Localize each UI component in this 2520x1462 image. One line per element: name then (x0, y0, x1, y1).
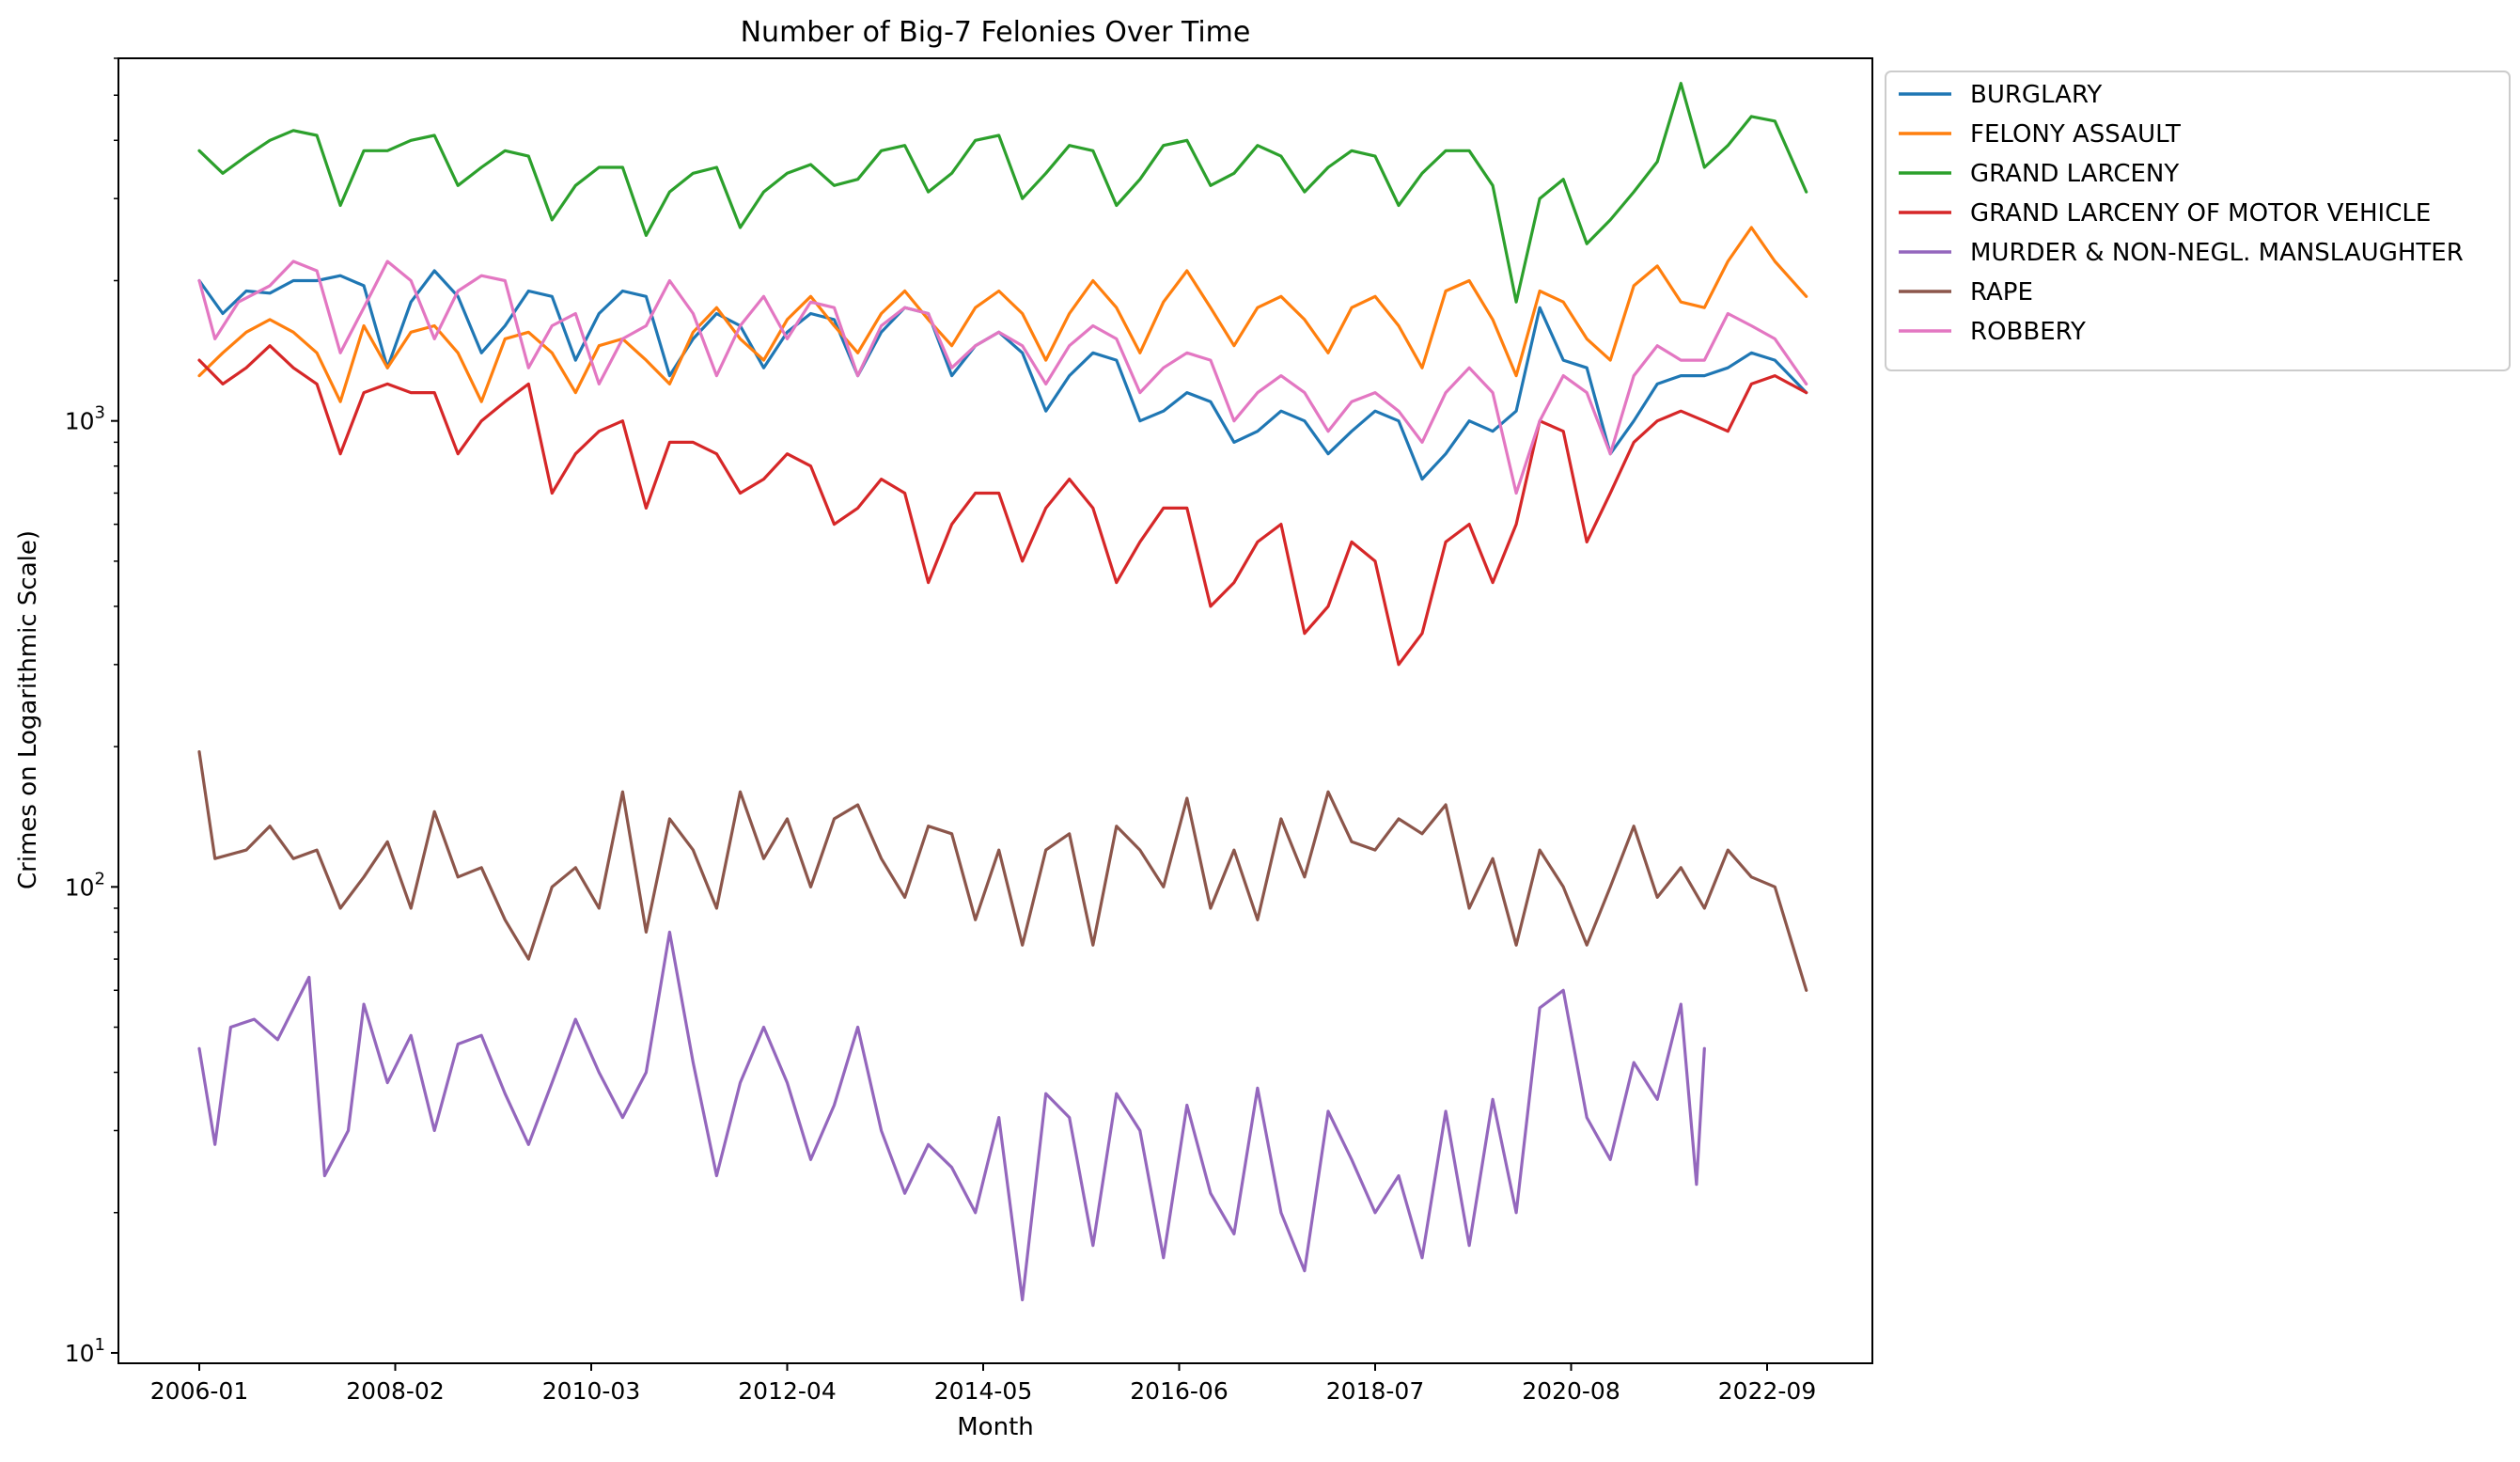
y-tick-label: 101 (65, 1335, 105, 1367)
x-tick-label: 2020-08 (1522, 1377, 1620, 1405)
x-tick-label: 2008-02 (346, 1377, 444, 1405)
y-tick-label: 102 (65, 869, 105, 901)
y-axis-label: Crimes on Logarithmic Scale) (14, 530, 42, 889)
legend-box (1885, 71, 2511, 371)
legend-entry-2: GRAND LARCENY (1970, 160, 2179, 188)
legend-entry-6: ROBBERY (1970, 318, 2086, 346)
series-line-6 (197, 259, 1808, 495)
x-tick-label: 2018-07 (1326, 1377, 1424, 1405)
y-tick-label: 103 (65, 403, 105, 435)
plot-frame (117, 57, 1873, 1364)
y-axis: 101 102 103 (65, 57, 118, 1367)
series-line-4 (197, 930, 1706, 1302)
series-line-3 (197, 344, 1808, 667)
legend: BURGLARY FELONY ASSAULT GRAND LARCENY GRAND… (1885, 71, 2511, 371)
x-axis: 2006-01 2008-02 2010-03 2012-04 2014-05 2016-… (150, 1363, 1816, 1405)
series-line-2 (197, 82, 1808, 304)
x-tick-label: 2012-04 (738, 1377, 836, 1405)
chart-title: Number of Big-7 Felonies Over Time (741, 16, 1251, 49)
legend-entry-0: BURGLARY (1970, 81, 2102, 109)
legend-entry-4: MURDER & NON-NEGL. MANSLAUGHTER (1970, 239, 2464, 267)
legend-entry-5: RAPE (1970, 278, 2033, 307)
x-tick-label: 2010-03 (542, 1377, 640, 1405)
legend-entry-1: FELONY ASSAULT (1970, 120, 2181, 149)
x-tick-label: 2006-01 (150, 1377, 248, 1405)
x-tick-label: 2016-06 (1130, 1377, 1228, 1405)
legend-entry-3: GRAND LARCENY OF MOTOR VEHICLE (1970, 199, 2431, 228)
plot-area (197, 82, 1808, 1302)
x-tick-label: 2022-09 (1718, 1377, 1816, 1405)
series-line-5 (197, 750, 1808, 992)
x-tick-label: 2014-05 (934, 1377, 1032, 1405)
series-line-1 (197, 226, 1808, 403)
series-line-0 (197, 269, 1808, 481)
x-axis-label: Month (957, 1413, 1034, 1441)
